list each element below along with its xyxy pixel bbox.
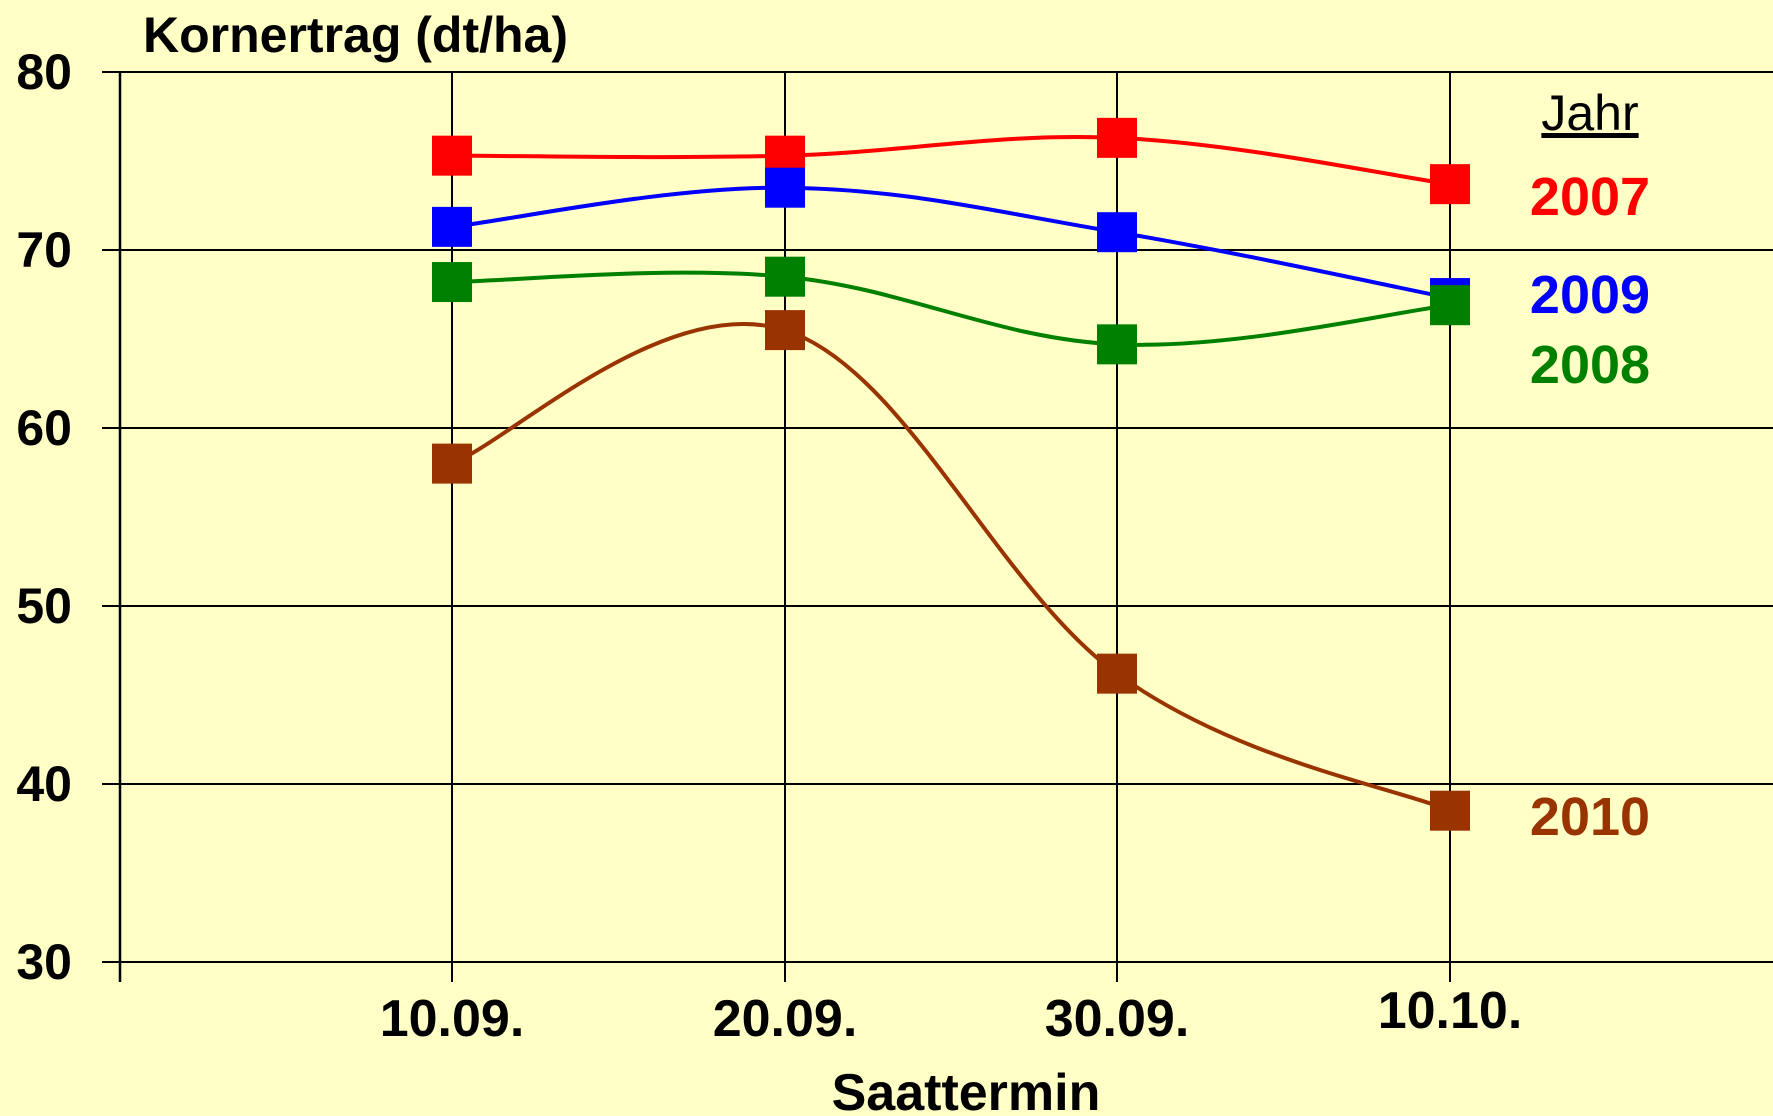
y-tick-label: 50 [16,578,72,634]
x-tick-label: 10.10. [1378,982,1523,1040]
x-tick-label: 10.09. [380,990,525,1048]
series-line-2010 [451,322,1451,813]
series-lines [451,135,1451,813]
series-line-2009 [451,185,1451,301]
data-point-2007 [1430,164,1470,205]
series-line-2007 [451,135,1451,187]
x-tick-label: 30.09. [1045,990,1190,1048]
y-tick-label: 30 [16,934,72,990]
series-markers [432,117,1470,831]
tick-labels: 30 40 50 60 70 80 10.09. 20.09. 30.09. 10.10. [16,44,1522,1048]
x-tick-label: 20.09. [713,990,858,1048]
series-label-2008: 2008 [1530,335,1650,395]
data-point-2007 [1097,117,1137,158]
legend-title: Jahr [1541,85,1638,141]
series-line-2008 [451,270,1451,347]
data-point-2010 [1097,653,1137,694]
data-point-2010 [432,443,472,484]
series-label-2010: 2010 [1530,787,1650,847]
y-tick-label: 40 [16,756,72,812]
x-axis-label: Saattermin [832,1064,1101,1116]
data-point-2008 [1097,324,1137,365]
data-point-2008 [1430,285,1470,326]
data-point-2010 [765,310,805,351]
data-point-2009 [1097,212,1137,253]
y-tick-label: 70 [16,222,72,278]
data-point-2009 [432,206,472,247]
y-axis-label: Kornertrag (dt/ha) [143,7,568,63]
data-point-2008 [432,262,472,303]
series-label-2007: 2007 [1530,167,1650,227]
data-point-2007 [432,135,472,176]
y-tick-label: 60 [16,400,72,456]
grid [102,71,1773,982]
data-point-2009 [765,167,805,208]
y-tick-label: 80 [16,44,72,100]
series-label-2009: 2009 [1530,265,1650,325]
data-point-2010 [1430,790,1470,831]
series-labels: 2007 2009 2008 2010 [1530,167,1650,847]
data-point-2008 [765,256,805,297]
